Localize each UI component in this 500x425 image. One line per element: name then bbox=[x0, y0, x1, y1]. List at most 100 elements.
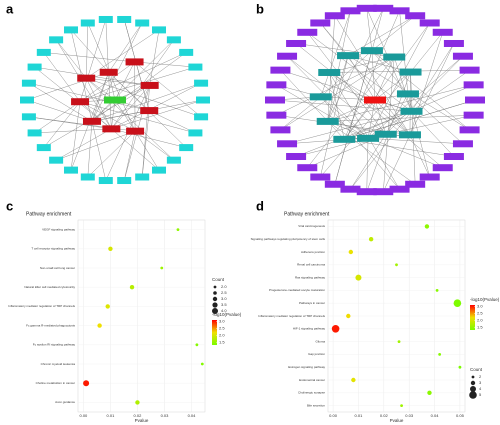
node bbox=[356, 188, 377, 196]
edge bbox=[56, 128, 112, 161]
node bbox=[310, 19, 331, 27]
node bbox=[398, 131, 421, 139]
edge bbox=[79, 61, 135, 102]
edge bbox=[55, 39, 87, 79]
edge bbox=[70, 29, 109, 73]
node bbox=[152, 26, 166, 34]
edge bbox=[274, 99, 412, 112]
x-tick-label: 0.01 bbox=[355, 413, 364, 418]
edge bbox=[111, 99, 116, 129]
node bbox=[389, 7, 410, 15]
node bbox=[356, 4, 377, 12]
y-tick-label: Fc gamma R-mediated phagocytosis bbox=[26, 323, 75, 327]
legend-label: 3.0 bbox=[477, 303, 483, 308]
node bbox=[196, 96, 210, 104]
network bbox=[265, 4, 485, 196]
node bbox=[399, 68, 422, 76]
legend-label: 2.5 bbox=[219, 325, 225, 330]
node bbox=[80, 19, 95, 27]
legend-label: 2.0 bbox=[221, 284, 227, 289]
panel-letter: a bbox=[6, 1, 14, 16]
legend-label: 4.0 bbox=[221, 308, 227, 313]
chart-title: Pathway enrichment bbox=[284, 211, 330, 217]
dot bbox=[453, 299, 462, 308]
node bbox=[459, 66, 480, 74]
node bbox=[373, 188, 394, 196]
node bbox=[389, 185, 410, 193]
node bbox=[340, 7, 361, 15]
node bbox=[360, 47, 383, 55]
legend-title: Count bbox=[470, 367, 483, 372]
legend-label: 1.5 bbox=[477, 324, 483, 329]
node bbox=[27, 63, 42, 71]
y-tick-label: Choline metabolism in cancer bbox=[36, 381, 75, 385]
edge bbox=[79, 52, 187, 102]
node bbox=[77, 74, 96, 82]
edge bbox=[280, 56, 395, 131]
edge bbox=[320, 96, 369, 139]
edge bbox=[28, 82, 93, 122]
chart-title: Pathway enrichment bbox=[26, 211, 72, 217]
legend-label: 3.5 bbox=[221, 302, 227, 307]
edge bbox=[276, 84, 369, 139]
edge bbox=[70, 101, 81, 171]
x-tick-label: 0.01 bbox=[107, 413, 116, 418]
edge bbox=[320, 10, 351, 97]
edge bbox=[91, 82, 202, 122]
node bbox=[443, 153, 464, 161]
edge bbox=[320, 71, 411, 178]
dot bbox=[160, 266, 164, 270]
edge bbox=[80, 66, 196, 102]
edge bbox=[394, 56, 412, 112]
edge bbox=[320, 50, 373, 97]
edge bbox=[134, 61, 196, 68]
edge bbox=[329, 72, 376, 101]
node bbox=[125, 58, 144, 66]
node bbox=[337, 52, 360, 60]
edge bbox=[411, 69, 470, 112]
edge bbox=[409, 72, 411, 135]
edge bbox=[371, 50, 376, 101]
legend-label: 3.0 bbox=[219, 318, 225, 323]
edge bbox=[329, 69, 470, 73]
dot bbox=[108, 246, 113, 251]
dot bbox=[195, 343, 199, 347]
edge bbox=[91, 121, 106, 181]
dot bbox=[355, 274, 362, 281]
edge bbox=[307, 56, 395, 168]
edge bbox=[367, 99, 376, 139]
edge bbox=[399, 10, 409, 94]
edge bbox=[409, 43, 455, 135]
edge bbox=[114, 99, 136, 132]
legend-label: 2.5 bbox=[477, 310, 483, 315]
node bbox=[270, 66, 291, 74]
edge bbox=[344, 99, 476, 140]
node bbox=[27, 129, 42, 137]
network bbox=[20, 15, 210, 185]
y-tick-label: Gap junction bbox=[308, 352, 325, 356]
y-tick-label: Endometrial cancer bbox=[299, 378, 325, 382]
node bbox=[179, 144, 194, 152]
y-tick-label: Progesterone-mediated oocyte maturation bbox=[269, 288, 325, 292]
dot bbox=[97, 323, 102, 328]
legend-dot bbox=[213, 285, 217, 289]
edge bbox=[149, 29, 160, 86]
edge bbox=[86, 78, 112, 129]
edge bbox=[34, 128, 112, 134]
node bbox=[49, 36, 64, 44]
node bbox=[459, 126, 480, 134]
dot bbox=[83, 380, 90, 387]
edge bbox=[383, 134, 411, 192]
edge bbox=[344, 10, 400, 140]
edge bbox=[86, 78, 116, 101]
edge bbox=[108, 22, 143, 73]
edge bbox=[108, 72, 116, 101]
dot bbox=[427, 390, 432, 395]
edge bbox=[79, 101, 136, 132]
y-tick-label: Inflammatory mediator regulation of TRP … bbox=[258, 314, 325, 318]
dot bbox=[348, 249, 354, 255]
edge bbox=[87, 131, 136, 178]
dot bbox=[368, 237, 374, 242]
edge bbox=[43, 101, 81, 148]
